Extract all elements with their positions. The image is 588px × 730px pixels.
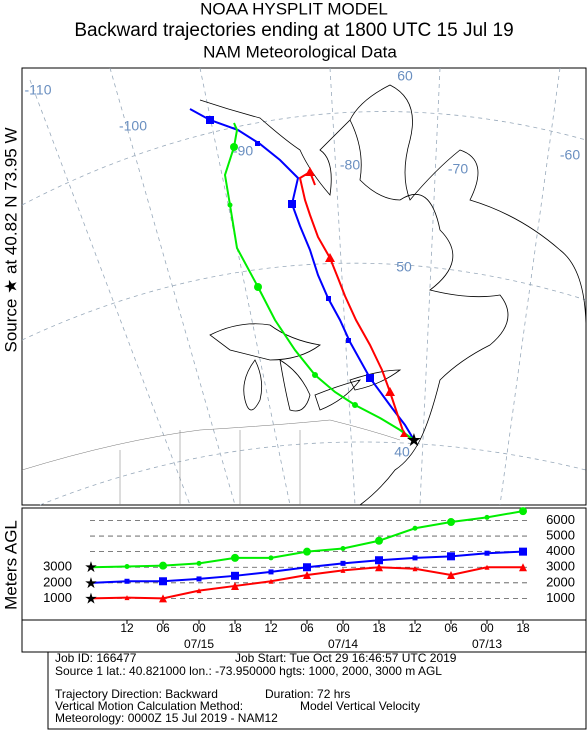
marker	[412, 566, 418, 572]
y-tick-label: 6000	[546, 512, 575, 527]
marker	[412, 555, 418, 561]
start-height-label: 2000	[43, 574, 72, 589]
x-tick-label: 06	[444, 621, 458, 635]
footer-text: Trajectory Direction: Backward	[55, 687, 218, 701]
y-axis-label: Meters AGL	[1, 520, 20, 610]
trajectory	[223, 122, 415, 441]
marker	[124, 578, 130, 584]
map-trajectories	[189, 108, 415, 441]
marker	[303, 563, 311, 572]
footer-text: Meteorology: 0000Z 15 Jul 2019 - NAM12	[55, 711, 278, 725]
lat-label: 60	[397, 68, 413, 84]
start-height-label: 1000	[43, 590, 72, 605]
marker	[519, 563, 527, 572]
marker	[159, 561, 167, 570]
lon-label: -110	[25, 82, 52, 98]
marker	[340, 560, 346, 566]
lon-label: -90	[233, 143, 253, 159]
marker	[447, 552, 455, 561]
footer-text: Source 1 lat.: 40.821000 lon.: -73.95000…	[55, 664, 442, 678]
start-marker: ★	[84, 559, 97, 576]
map: -110 -100 -90 -80 -70 -60 60 50 40 ★	[21, 67, 587, 506]
lon-label: -100	[119, 118, 147, 134]
date-label: 07/13	[472, 637, 502, 651]
marker	[340, 546, 346, 552]
start-marker: ★	[84, 575, 97, 592]
marker	[340, 567, 346, 573]
graticule	[21, 67, 587, 506]
x-tick-label: 18	[228, 621, 242, 635]
marker	[124, 595, 130, 601]
footer-box	[47, 651, 587, 730]
title: NOAA HYSPLIT MODEL	[200, 0, 388, 18]
marker	[268, 569, 274, 575]
marker	[196, 560, 202, 566]
trajectory	[189, 108, 415, 441]
marker	[484, 550, 490, 556]
lat-label: 50	[396, 259, 412, 275]
marker	[268, 578, 274, 584]
x-tick-label: 12	[264, 621, 278, 635]
x-tick-label: 06	[156, 621, 170, 635]
marker	[159, 577, 167, 586]
x-tick-label: 00	[192, 621, 206, 635]
marker	[412, 525, 418, 531]
marker	[484, 564, 490, 570]
marker	[124, 563, 130, 569]
marker	[519, 507, 527, 516]
coastlines	[21, 84, 587, 506]
marker	[447, 518, 455, 527]
x-tick-label: 06	[300, 621, 314, 635]
marker	[159, 594, 167, 603]
x-tick-label: 00	[336, 621, 350, 635]
marker	[375, 556, 383, 565]
marker	[375, 563, 383, 572]
x-tick-label: 18	[516, 621, 530, 635]
marker	[447, 571, 455, 580]
marker	[231, 581, 239, 590]
lon-label: -80	[340, 157, 360, 173]
footer-text: Model Vertical Velocity	[300, 699, 420, 713]
x-tick-label: 12	[408, 621, 422, 635]
marker	[196, 588, 202, 594]
date-label: 07/14	[328, 637, 358, 651]
x-tick-label: 18	[372, 621, 386, 635]
y-tick-label: 2000	[546, 574, 575, 589]
marker	[268, 555, 274, 561]
start-height-label: 3000	[43, 559, 72, 574]
lon-label: -60	[560, 147, 580, 163]
footer-text: Job ID: 166477	[55, 651, 137, 665]
footer-text: Vertical Motion Calculation Method:	[55, 699, 243, 713]
footer-text: Duration: 72 hrs	[265, 687, 350, 701]
source-star: ★	[406, 430, 422, 450]
start-marker: ★	[84, 590, 97, 607]
marker	[303, 571, 311, 580]
y-tick-label: 3000	[546, 559, 575, 574]
map-markers: ★	[206, 116, 422, 450]
lat-label: 40	[394, 444, 410, 460]
trajectory	[298, 170, 415, 441]
marker	[231, 553, 239, 562]
subtitle: Backward trajectories ending at 1800 UTC…	[74, 20, 513, 41]
source-label: Source ★ at 40.82 N 73.95 W	[1, 127, 20, 352]
y-tick-label: 5000	[546, 527, 575, 542]
marker	[484, 514, 490, 520]
marker	[231, 571, 239, 580]
y-tick-label: 4000	[546, 543, 575, 558]
data-source: NAM Meteorological Data	[203, 42, 397, 61]
marker	[375, 536, 383, 545]
lon-label: -70	[448, 161, 468, 177]
date-label: 07/15	[184, 637, 214, 651]
footer-text: Job Start: Tue Oct 29 16:46:57 UTC 2019	[235, 651, 457, 665]
marker	[303, 547, 311, 556]
map-frame	[21, 67, 587, 506]
marker	[196, 576, 202, 582]
x-tick-label: 12	[120, 621, 134, 635]
x-tick-label: 00	[480, 621, 494, 635]
y-tick-label: 1000	[546, 590, 575, 605]
height-line	[90, 510, 524, 569]
marker	[519, 547, 527, 556]
